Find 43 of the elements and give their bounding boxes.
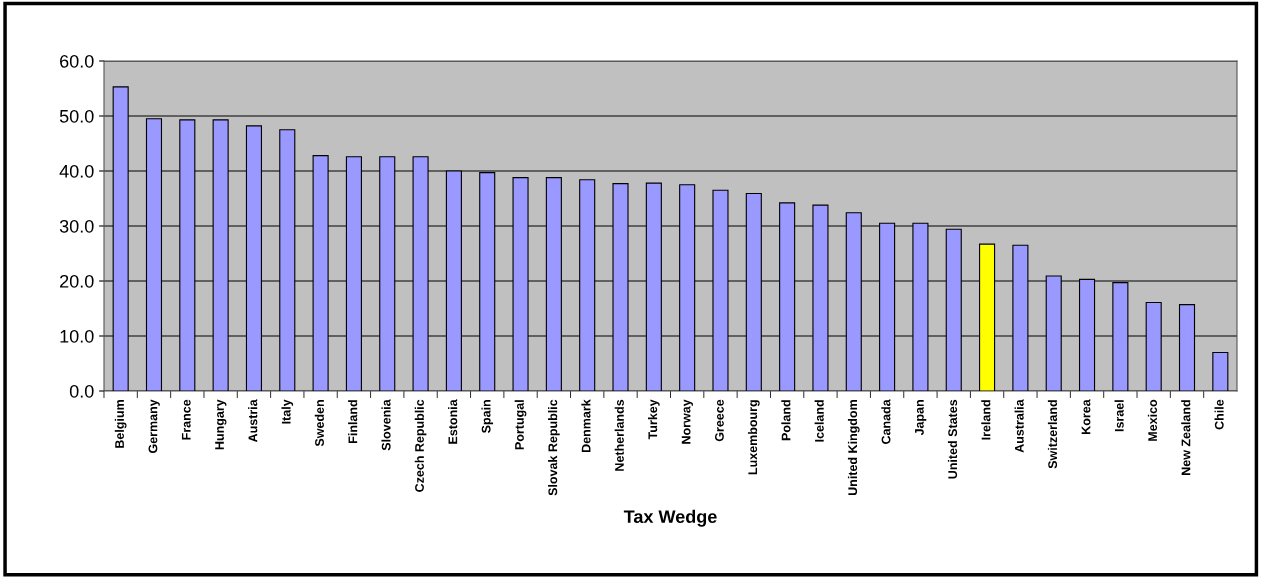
x-tick-label: Norway <box>681 399 693 444</box>
x-tick-label: Greece <box>714 399 724 442</box>
x-tick-label: Japan <box>915 400 927 436</box>
x-tick-label: New Zealand <box>1181 400 1191 475</box>
x-tick-label: Germany <box>148 399 160 454</box>
y-tick-label: 30.0 <box>59 219 94 233</box>
y-tick-label: 40.0 <box>59 164 94 178</box>
y-tick-label: 20.0 <box>60 274 94 288</box>
y-tick-label: 60.0 <box>60 54 94 68</box>
x-tick-label: Belgium <box>114 400 127 448</box>
x-tick-label: Poland <box>781 400 791 441</box>
x-tick-label: Slovenia <box>381 399 391 451</box>
x-tick-label: Luxembourg <box>747 400 760 475</box>
x-tick-label: Netherlands <box>614 399 624 471</box>
x-tick-label: Canada <box>881 399 891 444</box>
x-tick-label: United Kingdom <box>847 400 860 496</box>
x-tick-label: Italy <box>281 399 294 424</box>
x-tick-label: United States <box>947 399 958 479</box>
y-tick-label: 0.0 <box>69 384 94 398</box>
x-tick-label: Australia <box>1014 399 1024 453</box>
x-tick-label: Estonia <box>448 399 458 444</box>
x-tick-label: Ireland <box>981 400 991 440</box>
x-tick-label: Denmark <box>581 399 591 452</box>
x-tick-label: Switzerland <box>1047 400 1058 469</box>
x-tick-label: Mexico <box>1147 399 1158 441</box>
x-tick-label: Portugal <box>514 400 527 450</box>
x-tick-label: Iceland <box>814 400 824 442</box>
x-tick-label: Slovak Republic <box>548 399 560 496</box>
x-tick-label: France <box>181 399 191 440</box>
x-tick-label: Korea <box>1081 399 1091 434</box>
x-tick-label: Sweden <box>314 400 324 447</box>
x-tick-label: Israel <box>1114 400 1124 432</box>
x-axis-title: Tax Wedge <box>623 509 717 527</box>
x-tick-label: Spain <box>481 400 494 434</box>
x-tick-label: Hungary <box>215 399 227 450</box>
y-tick-label: 50.0 <box>59 109 94 123</box>
x-tick-label: Czech Republic <box>414 399 427 492</box>
y-tick-label: 10.0 <box>60 329 94 343</box>
x-tick-label: Chile <box>1214 399 1224 430</box>
bar <box>1212 351 1229 391</box>
x-tick-label: Turkey <box>648 399 660 440</box>
x-tick-label: Austria <box>248 399 258 443</box>
x-tick-label: Finland <box>348 400 358 443</box>
